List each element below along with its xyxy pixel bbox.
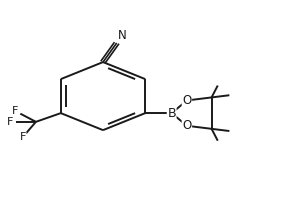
Text: F: F bbox=[20, 132, 26, 142]
Text: B: B bbox=[167, 107, 176, 120]
Text: N: N bbox=[118, 29, 127, 42]
Text: F: F bbox=[7, 117, 13, 127]
Text: O: O bbox=[182, 94, 191, 107]
Text: F: F bbox=[12, 106, 19, 116]
Text: O: O bbox=[182, 119, 191, 132]
